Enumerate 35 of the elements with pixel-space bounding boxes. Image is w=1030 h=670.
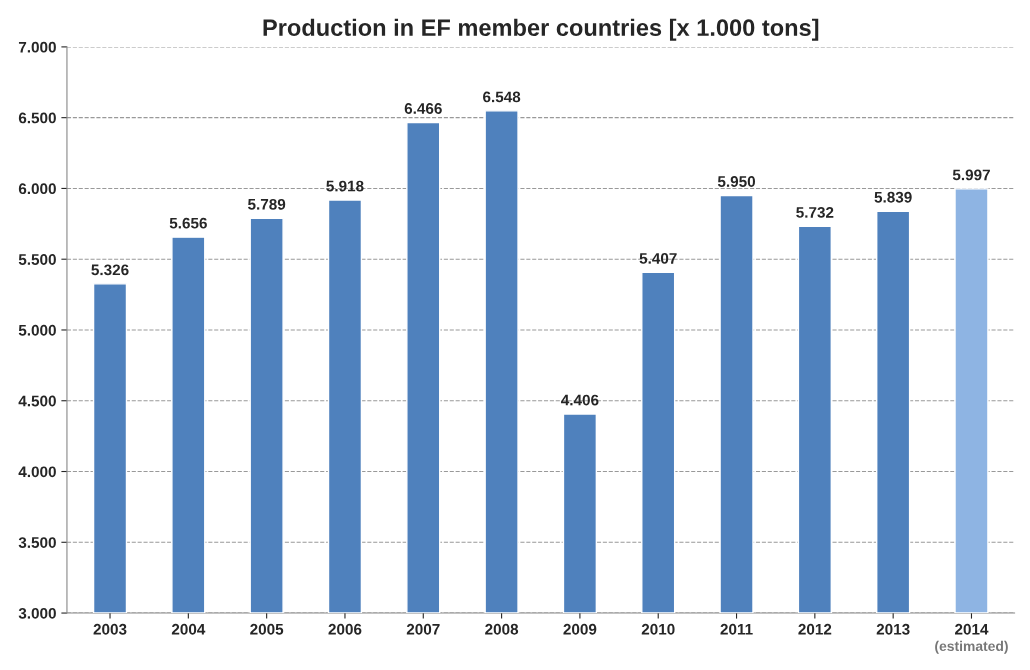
y-tick-label: 5.000 xyxy=(18,324,56,336)
data-label: 6.466 xyxy=(404,103,442,114)
x-tick-label: 2013 xyxy=(876,623,910,635)
x-tick-label: 2009 xyxy=(563,623,597,635)
data-label: 5.789 xyxy=(248,198,286,210)
x-tick-label: 2004 xyxy=(171,623,206,635)
data-label: 5.839 xyxy=(874,191,912,203)
y-tick-label: 4.000 xyxy=(18,466,56,478)
x-tick-label: 2014 xyxy=(955,623,989,635)
data-label: 6.548 xyxy=(483,91,521,103)
data-label: 5.950 xyxy=(717,176,756,187)
data-label: 4.406 xyxy=(561,394,599,406)
x-tick-label: 2006 xyxy=(328,623,362,635)
y-tick-label: 6.000 xyxy=(18,183,56,195)
chart-title: Production in EF member countries [x 1.000 tons] xyxy=(263,18,819,41)
y-tick-label: 6.500 xyxy=(18,112,56,124)
data-label: 5.407 xyxy=(639,252,677,264)
x-tick-label: 2010 xyxy=(641,623,675,635)
x-tick-label: 2008 xyxy=(485,623,519,635)
data-label: 5.918 xyxy=(326,180,364,192)
data-label: 5.997 xyxy=(952,169,990,181)
y-tick-label: 3.500 xyxy=(18,537,56,548)
x-tick-label: 2007 xyxy=(406,623,440,635)
y-tick-label: 4.500 xyxy=(18,395,56,407)
x-tick-label: 2003 xyxy=(93,623,127,635)
text: (estimated) xyxy=(935,640,1008,654)
y-tick-label: 7.000 xyxy=(18,41,56,53)
y-tick-label: 5.500 xyxy=(18,254,56,265)
x-tick-label: 2005 xyxy=(250,623,284,635)
data-label: 5.732 xyxy=(796,206,834,218)
y-tick-label: 3.000 xyxy=(18,607,56,619)
x-tick-label: 2011 xyxy=(720,623,753,635)
data-label: 5.326 xyxy=(91,264,129,276)
data-label: 5.656 xyxy=(169,217,207,229)
x-tick-label: 2012 xyxy=(798,623,832,635)
